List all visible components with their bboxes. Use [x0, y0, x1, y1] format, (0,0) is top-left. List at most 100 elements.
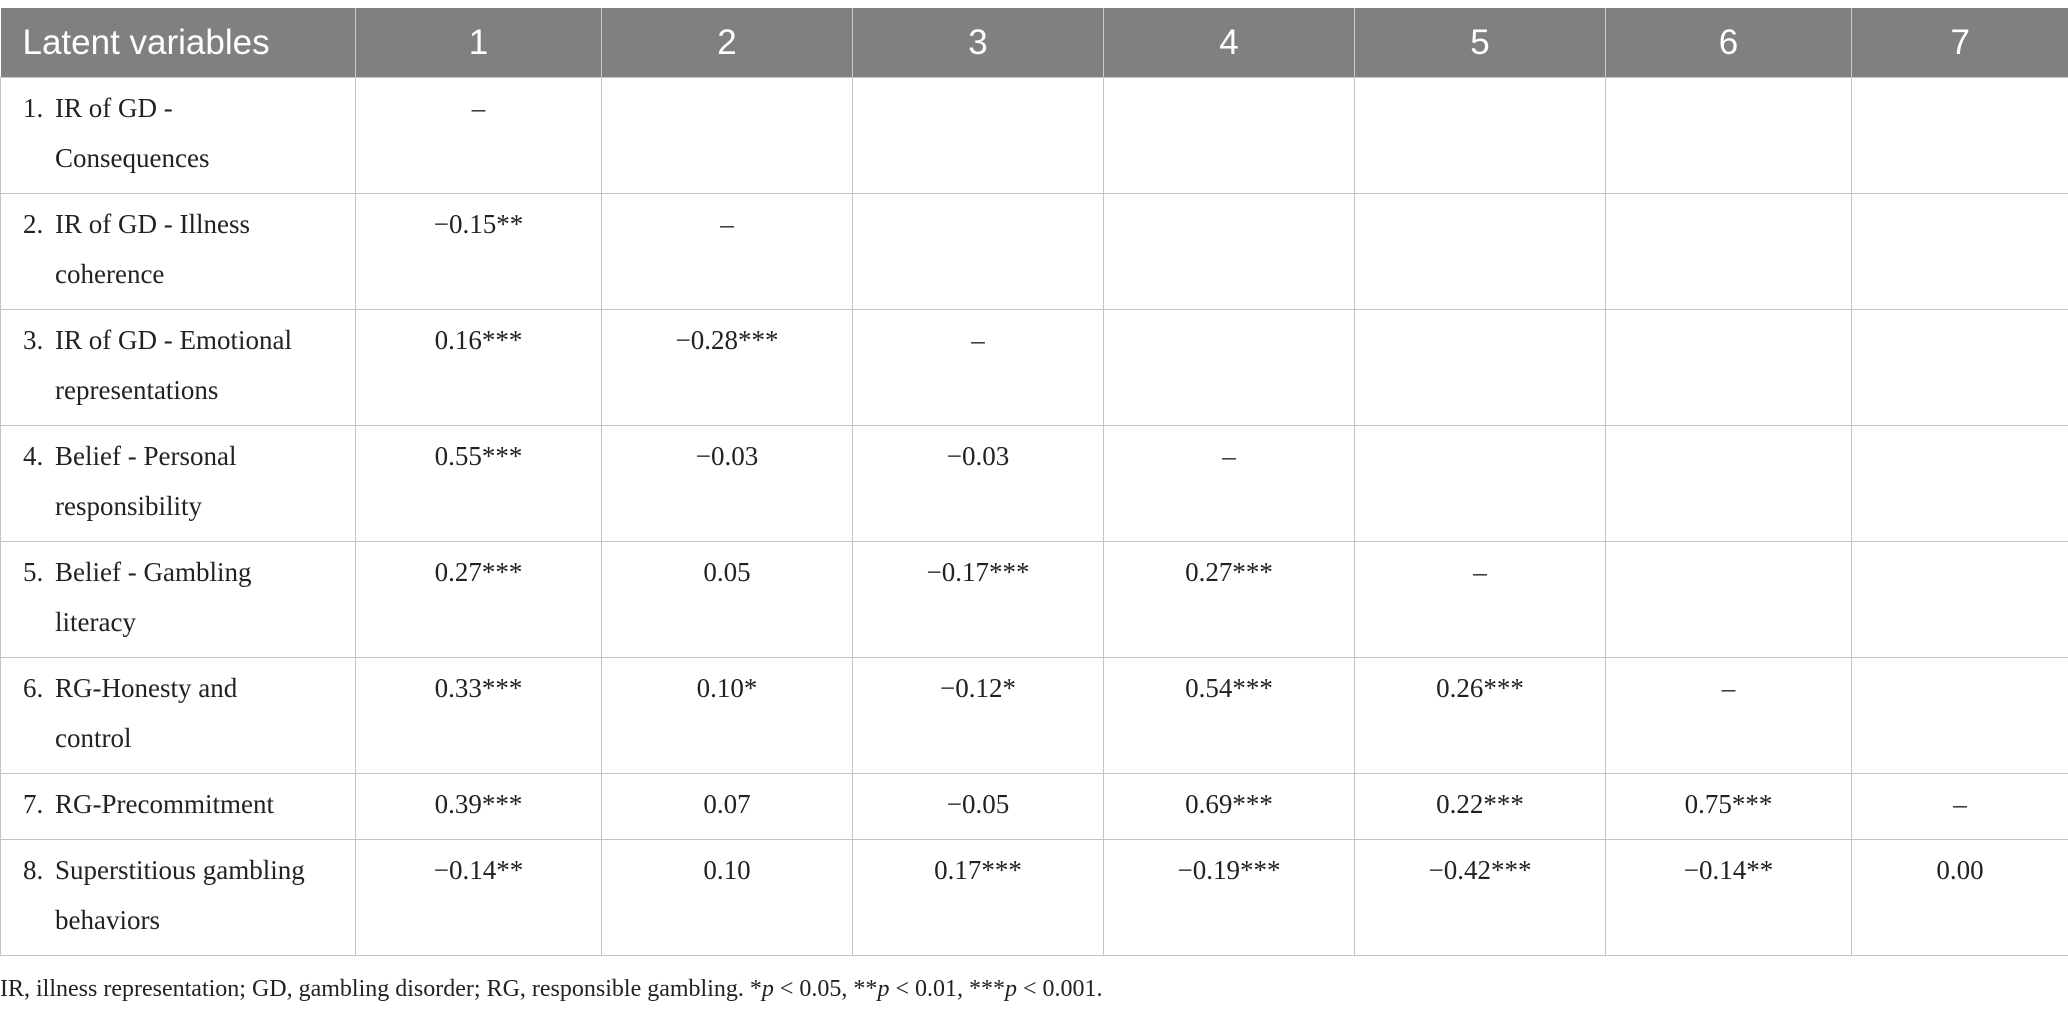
correlation-cell [1103, 193, 1355, 310]
correlation-cell: 0.69*** [1103, 773, 1355, 840]
row-label-cell: 5. Belief - Gambling literacy [0, 541, 356, 658]
correlation-cell [1851, 657, 2068, 774]
row-label-text: Belief - Personal responsibility [55, 431, 345, 531]
row-label-line: literacy [55, 607, 136, 637]
correlation-cell [601, 77, 853, 194]
correlation-cell: −0.14** [1605, 839, 1852, 956]
correlation-table-container: Latent variables 1 2 3 4 5 6 7 1. IR of GD - Cons… [0, 8, 2068, 956]
row-label: 8. Superstitious gambling behaviors [23, 845, 345, 945]
header-col-5: 5 [1354, 8, 1606, 78]
correlation-cell: 0.54*** [1103, 657, 1355, 774]
row-label: 6. RG-Honesty and control [23, 663, 345, 763]
table-row: 3. IR of GD - Emotional representations 0.1… [0, 309, 2068, 426]
correlation-cell: – [355, 77, 602, 194]
correlation-cell [1354, 77, 1606, 194]
header-col-4: 4 [1103, 8, 1355, 78]
row-label-line: responsibility [55, 491, 202, 521]
header-col-3: 3 [852, 8, 1104, 78]
correlation-cell: 0.22*** [1354, 773, 1606, 840]
correlation-cell: 0.05 [601, 541, 853, 658]
row-label-cell: 3. IR of GD - Emotional representations [0, 309, 356, 426]
correlation-cell [1605, 193, 1852, 310]
row-label-line: RG-Honesty and [55, 673, 238, 703]
correlation-cell: −0.14** [355, 839, 602, 956]
table-footnote: IR, illness representation; GD, gambling… [0, 976, 1103, 1003]
row-label-line: IR of GD - Emotional [55, 325, 292, 355]
row-label-line: coherence [55, 259, 165, 289]
row-label-text: IR of GD - Consequences [55, 83, 345, 183]
row-label: 7. RG-Precommitment [23, 779, 345, 829]
row-label: 2. IR of GD - Illness coherence [23, 199, 345, 299]
correlation-cell [1103, 309, 1355, 426]
correlation-cell: – [1103, 425, 1355, 542]
row-label: 5. Belief - Gambling literacy [23, 547, 345, 647]
correlation-cell: 0.75*** [1605, 773, 1852, 840]
row-label-cell: 1. IR of GD - Consequences [0, 77, 356, 194]
row-label-text: RG-Precommitment [55, 779, 345, 829]
correlation-cell: 0.00 [1851, 839, 2068, 956]
row-label-line: Belief - Gambling [55, 557, 252, 587]
table-row: 6. RG-Honesty and control 0.33*** 0.10* −0.12… [0, 657, 2068, 774]
row-label-line: Superstitious gambling [55, 855, 305, 885]
correlation-cell [1605, 541, 1852, 658]
header-col-6: 6 [1605, 8, 1852, 78]
correlation-cell: 0.16*** [355, 309, 602, 426]
correlation-cell: – [1354, 541, 1606, 658]
table-header: Latent variables 1 2 3 4 5 6 7 [0, 8, 2068, 78]
table-row: 1. IR of GD - Consequences – [0, 77, 2068, 194]
correlation-cell [1605, 77, 1852, 194]
correlation-cell [1354, 309, 1606, 426]
row-label-text: Belief - Gambling literacy [55, 547, 345, 647]
footnote-p-symbol: p [761, 976, 774, 1002]
footnote-threshold: < 0.01, *** [889, 976, 1005, 1002]
correlation-cell: 0.33*** [355, 657, 602, 774]
row-label-cell: 2. IR of GD - Illness coherence [0, 193, 356, 310]
correlation-cell [852, 77, 1104, 194]
row-label-line: Belief - Personal [55, 441, 237, 471]
table-body: 1. IR of GD - Consequences – 2. IR of GD - Il… [0, 77, 2068, 956]
correlation-cell: – [852, 309, 1104, 426]
footnote-p-symbol: p [1004, 976, 1017, 1002]
correlation-cell: −0.12* [852, 657, 1104, 774]
table-row: 5. Belief - Gambling literacy 0.27*** 0.05 −0… [0, 541, 2068, 658]
table-row: 7. RG-Precommitment 0.39*** 0.07 −0.05 0.69**… [0, 773, 2068, 840]
correlation-cell: 0.26*** [1354, 657, 1606, 774]
row-number: 8. [23, 855, 44, 885]
header-latent-variables: Latent variables [0, 8, 356, 78]
row-number: 5. [23, 557, 44, 587]
correlation-cell: 0.10* [601, 657, 853, 774]
row-label-line: IR of GD - [55, 93, 173, 123]
row-number: 2. [23, 209, 44, 239]
correlation-cell [1851, 309, 2068, 426]
correlation-cell: −0.19*** [1103, 839, 1355, 956]
row-label-line: behaviors [55, 905, 160, 935]
row-number: 7. [23, 789, 44, 819]
correlation-cell [1103, 77, 1355, 194]
row-label-line: Consequences [55, 143, 210, 173]
row-label-line: representations [55, 375, 219, 405]
row-label-text: IR of GD - Emotional representations [55, 315, 345, 415]
correlation-cell: −0.15** [355, 193, 602, 310]
correlation-cell: −0.17*** [852, 541, 1104, 658]
correlation-cell [1354, 193, 1606, 310]
footnote-threshold: < 0.05, ** [773, 976, 878, 1002]
row-label-cell: 4. Belief - Personal responsibility [0, 425, 356, 542]
table-row: 4. Belief - Personal responsibility 0.55***… [0, 425, 2068, 542]
table-row: 2. IR of GD - Illness coherence −0.15** – [0, 193, 2068, 310]
header-col-7: 7 [1851, 8, 2068, 78]
correlation-cell: 0.27*** [1103, 541, 1355, 658]
correlation-cell [1851, 193, 2068, 310]
row-label: 4. Belief - Personal responsibility [23, 431, 345, 531]
correlation-cell: 0.17*** [852, 839, 1104, 956]
row-number: 4. [23, 441, 44, 471]
correlation-cell: – [1851, 773, 2068, 840]
footnote-threshold: < 0.001. [1016, 976, 1103, 1002]
row-label-cell: 8. Superstitious gambling behaviors [0, 839, 356, 956]
row-label-text: Superstitious gambling behaviors [55, 845, 345, 945]
correlation-table: Latent variables 1 2 3 4 5 6 7 1. IR of GD - Cons… [0, 8, 2068, 956]
header-col-2: 2 [601, 8, 853, 78]
row-label-line: control [55, 723, 132, 753]
row-label: 1. IR of GD - Consequences [23, 83, 345, 183]
correlation-cell: −0.05 [852, 773, 1104, 840]
correlation-cell [1851, 425, 2068, 542]
